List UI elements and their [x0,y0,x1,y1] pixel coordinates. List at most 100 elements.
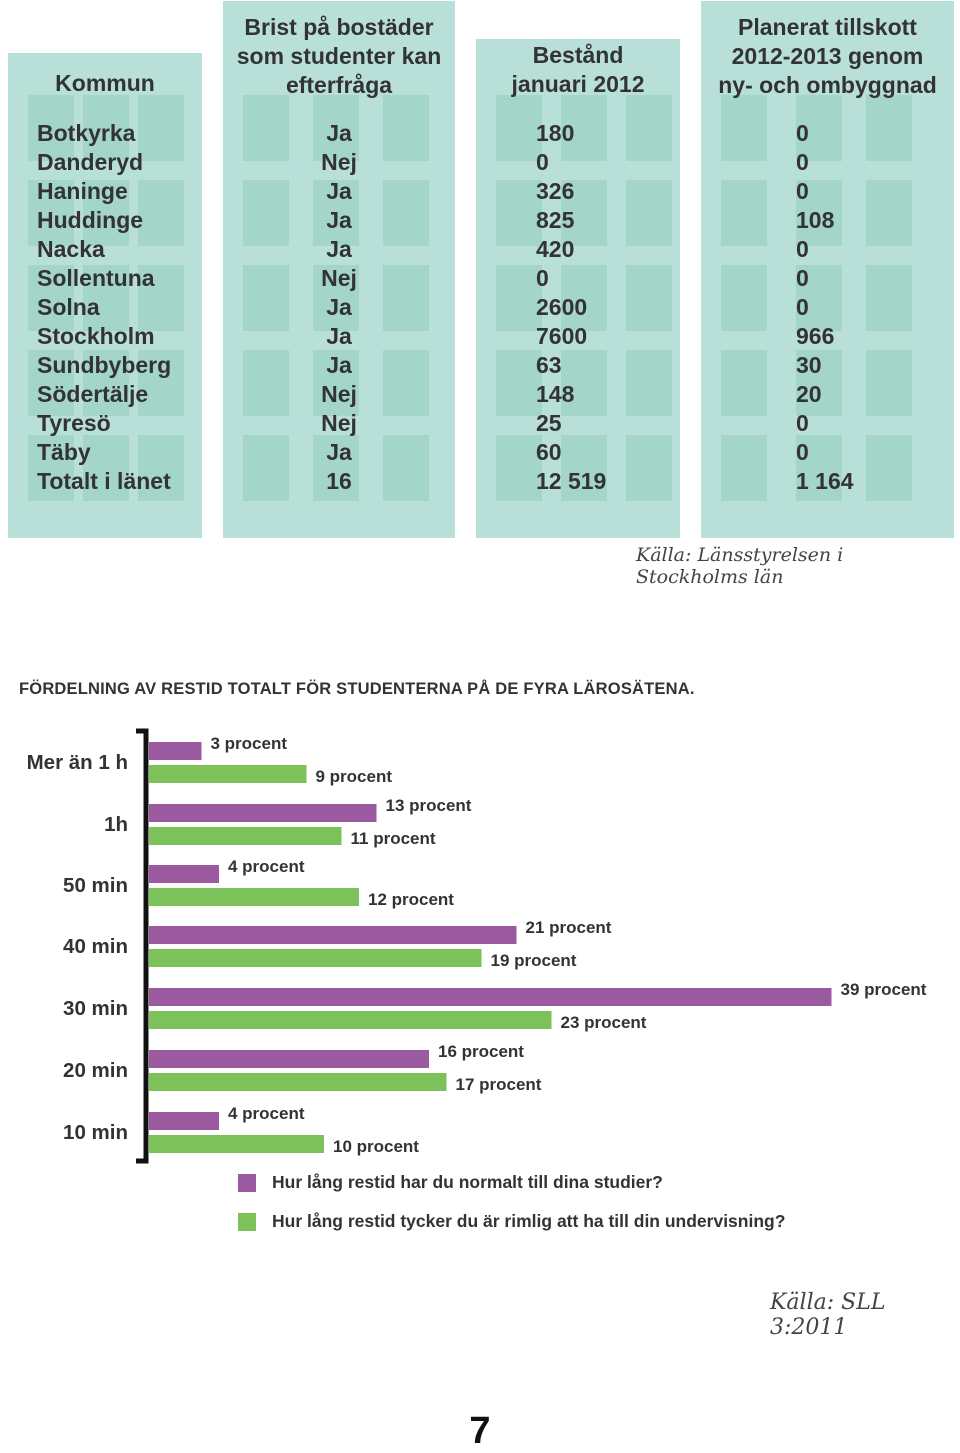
category-label: 10 min [63,1121,128,1144]
table-cell: Ja [326,352,352,378]
travel-time-chart: Mer än 1 h 3 procent 9 procent 1h 13 procent… [27,728,927,1164]
category-label: 20 min [63,1059,128,1082]
table-cell: Sollentuna [37,265,155,291]
bar-actual [149,926,517,944]
decorative-tile [796,265,842,331]
data-label: 39 procent [841,980,927,999]
table-cell: 0 [536,265,549,291]
table-cell: Danderyd [37,149,144,175]
decorative-tile [243,350,289,416]
category-label: 50 min [63,874,128,897]
legend-swatch-reasonable [238,1212,256,1231]
table-cell: Tyresö [37,410,111,436]
decorative-tile [496,95,542,161]
table-column-header: Kommun [8,69,202,98]
table-cell: Nej [321,265,357,291]
table-cell: 0 [796,410,809,436]
table-cell: 180 [536,120,575,146]
table-cell: Stockholm [37,323,155,349]
bar-actual [149,865,219,883]
table-column-1: Kommun Botkyrka Danderyd Haninge Huddinge Nac… [8,53,202,538]
decorative-tile [866,265,912,331]
decorative-tile [313,95,359,161]
data-label: 17 procent [456,1075,542,1094]
decorative-tile [721,350,767,416]
header-line: Brist på bostäder [244,14,434,40]
data-label: 13 procent [386,796,472,815]
table-cell: Täby [37,439,91,465]
table-cell: 0 [536,149,549,175]
data-label: 4 procent [228,857,305,876]
table-cell: 60 [536,439,562,465]
legend-label-actual: Hur lång restid har du normalt till dina… [272,1172,663,1192]
table-cell: 326 [536,178,575,204]
bar-actual [149,1112,219,1130]
table-cell: 63 [536,352,562,378]
table-cell: Ja [326,207,352,233]
decorative-tile [796,180,842,246]
page-number: 7 [469,1410,491,1452]
table-cell: Nacka [37,236,105,262]
table-column-4: Planerat tillskott 2012-2013 genom ny- och… [701,1,954,538]
bar-actual [149,742,202,760]
decorative-tile [138,95,184,161]
decorative-tile [496,180,542,246]
table-source: Källa: Länsstyrelsen i Stockholms län [636,544,844,588]
decorative-tile [796,95,842,161]
decorative-tile [83,95,129,161]
decorative-tile [496,435,542,501]
decorative-tile [138,435,184,501]
category-label: Mer än 1 h [27,751,128,774]
data-label: 11 procent [351,829,436,848]
bar-reasonable [149,1135,324,1153]
table-cell: Totalt i länet [37,468,171,494]
decorative-tile [28,435,74,501]
decorative-tile [721,180,767,246]
bar-reasonable [149,765,307,783]
decorative-tile [561,180,607,246]
chart-source: Källa: SLL 3:2011 [770,1290,886,1340]
data-label: 4 procent [228,1104,305,1123]
category-label: 1h [104,813,128,836]
table-cell: 0 [796,236,809,262]
table-cell: 7600 [536,323,588,349]
table-cell: Ja [326,236,352,262]
table-cell: Huddinge [37,207,144,233]
header-line: efterfråga [285,72,393,98]
decorative-tile [796,435,842,501]
decorative-tile [626,95,672,161]
header-line: Planerat tillskott [738,14,917,40]
decorative-tile [28,265,74,331]
decorative-tile [561,350,607,416]
table-cell: 12 519 [536,468,607,494]
table-cell: 30 [796,352,822,378]
table-cell: 0 [796,294,809,320]
table-cell: 0 [796,439,809,465]
decorative-tile [28,95,74,161]
table-column-cells: Ja Nej Ja Ja Ja Nej Ja Ja Ja Nej Nej Ja 16 [223,119,455,496]
table-cell: 148 [536,381,575,407]
bar-reasonable [149,949,482,967]
decorative-tile [496,350,542,416]
table-cell: Botkyrka [37,120,136,146]
decorative-tile [83,435,129,501]
table-cell: 0 [796,120,809,146]
decorative-tile [866,350,912,416]
decorative-tile [866,435,912,501]
chart-title: FÖRDELNING AV RESTID TOTALT FÖR STUDENTE… [19,680,695,698]
header-line: 2012-2013 genom [731,43,924,69]
decorative-tile [313,350,359,416]
table-cell: 20 [796,381,822,407]
decorative-tile [83,180,129,246]
decorative-tile [866,95,912,161]
decorative-tile [721,265,767,331]
decorative-tile [313,180,359,246]
table-column-cells: 180 0 326 825 420 0 2600 7600 63 148 25 60 12 519 [536,119,606,496]
bar-actual [149,804,377,822]
decorative-tile [28,180,74,246]
table-cell: Sundbyberg [37,352,172,378]
legend-swatch-actual [238,1173,256,1192]
table-column-cells: 0 0 0 108 0 0 0 966 30 20 0 0 1 164 [796,119,854,496]
table-column-cells: Botkyrka Danderyd Haninge Huddinge Nacka Soll… [37,119,171,496]
data-label: 3 procent [211,734,288,753]
